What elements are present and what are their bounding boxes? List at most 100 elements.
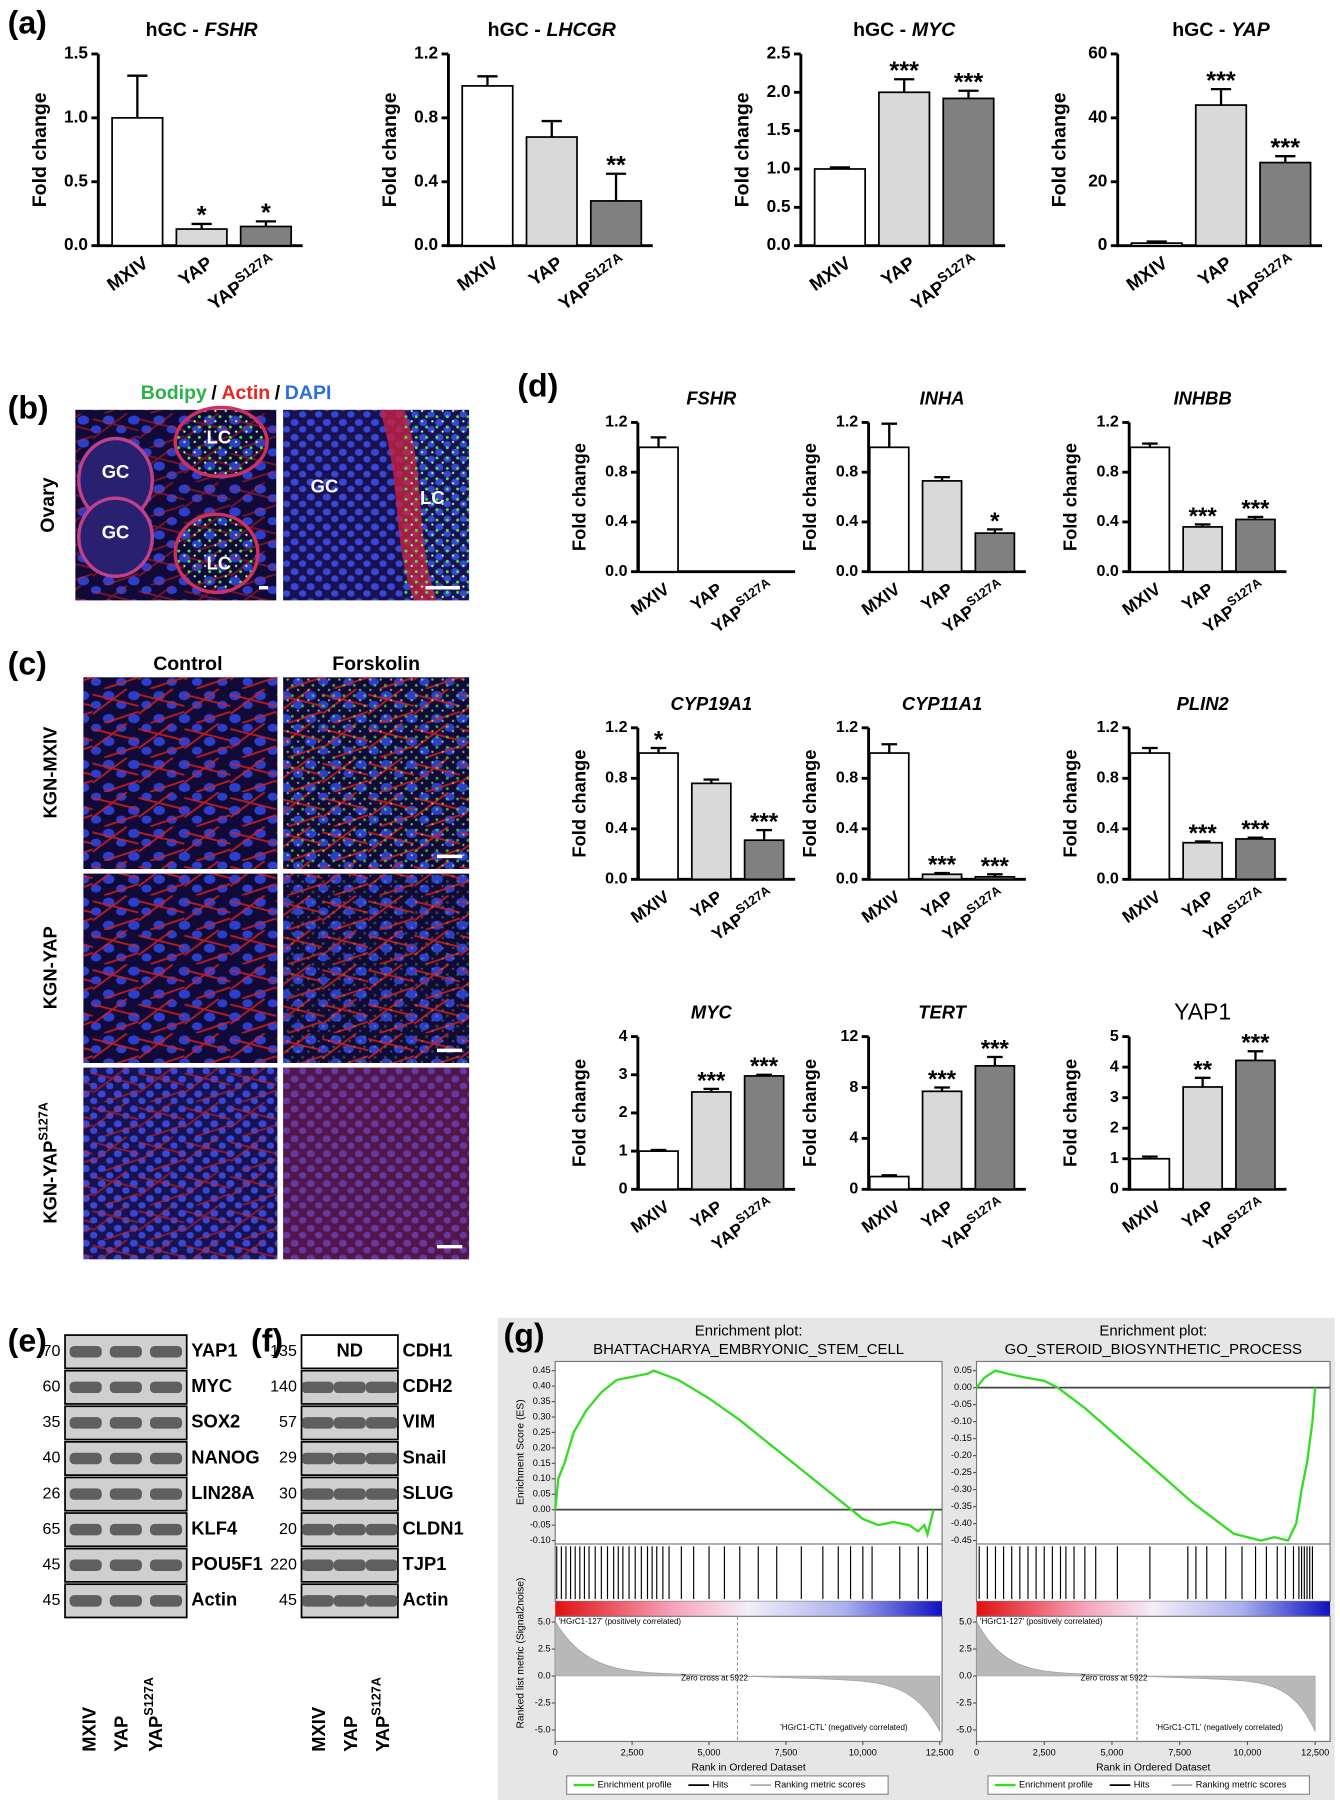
ranking-metric xyxy=(976,1620,1316,1732)
protein-name: SOX2 xyxy=(191,1411,240,1432)
significance: *** xyxy=(750,809,779,836)
y-tick-label: 1.2 xyxy=(605,413,627,431)
x-tick-label: MXIV xyxy=(1118,578,1164,619)
x-tick-label: YAP xyxy=(686,886,725,922)
y-tick-label: 8 xyxy=(849,1078,858,1096)
protein-name: VIM xyxy=(403,1411,436,1432)
y-tick-label: 0.4 xyxy=(414,170,438,190)
x-axis-label: Rank in Ordered Dataset xyxy=(1096,1763,1210,1774)
y-tick-label: 0.4 xyxy=(605,512,627,530)
category: MXIV xyxy=(1118,886,1164,927)
title-prefix: hGC - xyxy=(488,19,541,41)
y-tick-label: 0.8 xyxy=(414,106,438,126)
stain-name: Bodipy xyxy=(141,382,207,404)
y-tick-label: 0.45 xyxy=(533,1365,551,1375)
blot-band xyxy=(149,1523,183,1536)
y-tick-label: 60 xyxy=(1088,43,1107,63)
zero-cross: Zero cross at 5922 xyxy=(681,1673,748,1682)
positive-label: 'HGrC1-127' (positively correlated) xyxy=(980,1617,1103,1626)
bar xyxy=(690,1091,732,1191)
x-tick-label: YAPS127A xyxy=(552,249,630,314)
bar xyxy=(974,875,1016,881)
title-gene: MYC xyxy=(912,19,956,41)
y-tick-label: -0.25 xyxy=(951,1467,972,1477)
blot-band xyxy=(149,1488,183,1500)
gsea-heading: Enrichment plot: xyxy=(1099,1323,1207,1340)
x-tick-label: 2,500 xyxy=(1033,1747,1056,1757)
y-tick-label: 0.8 xyxy=(1097,769,1119,787)
blot-band xyxy=(109,1452,142,1465)
molecular-weight: 20 xyxy=(279,1520,297,1538)
protein-name: CDH1 xyxy=(403,1340,453,1361)
y-tick-label: 1.2 xyxy=(1097,413,1119,431)
y-tick-label: 2 xyxy=(1110,1118,1119,1136)
title-gene: PLIN2 xyxy=(1177,693,1230,714)
bar xyxy=(878,91,931,247)
y-tick-label: 0.05 xyxy=(954,1365,972,1375)
significance: *** xyxy=(928,1066,957,1093)
title-gene: YAP xyxy=(1231,19,1271,41)
category-superscript: S127A xyxy=(1225,1193,1265,1227)
title-gene: YAP1 xyxy=(1174,999,1231,1025)
bar xyxy=(743,839,785,881)
blot-band xyxy=(109,1559,142,1571)
y-tick-label: 0.0 xyxy=(605,562,627,580)
y-tick-label: 2 xyxy=(619,1103,628,1121)
x-tick-label: 2,500 xyxy=(621,1747,644,1757)
cell-line-label: KGN-YAP xyxy=(39,926,60,1009)
molecular-weight: 70 xyxy=(43,1342,61,1360)
metric-tick-label: -5.0 xyxy=(535,1724,551,1734)
bar xyxy=(1129,1157,1171,1191)
blot-band xyxy=(333,1559,366,1571)
panel-label: (a) xyxy=(8,5,47,41)
lane-label: YAP xyxy=(340,1716,361,1752)
y-tick-label: -0.05 xyxy=(530,1520,551,1530)
y-axis-label: Fold change xyxy=(568,443,589,551)
blot-band xyxy=(365,1595,398,1607)
metric-tick-label: 5.0 xyxy=(959,1616,972,1626)
y-tick-label: 1.0 xyxy=(64,106,88,126)
x-tick-label: 5,000 xyxy=(1100,1747,1123,1757)
y-tick-label: 0.0 xyxy=(64,234,88,254)
bar xyxy=(1235,1059,1276,1191)
y-tick-label: 0.35 xyxy=(533,1396,551,1406)
y-tick-label: 0.4 xyxy=(605,819,627,837)
y-tick-label: 0.10 xyxy=(533,1473,551,1483)
chart-title: hGC - YAP xyxy=(1172,19,1270,41)
negative-label: 'HGrC1-CTL' (negatively correlated) xyxy=(1156,1723,1284,1732)
bar xyxy=(921,480,963,573)
y-tick-label: 0.0 xyxy=(836,562,858,580)
blot-band xyxy=(301,1452,334,1465)
x-tick-label: MXIV xyxy=(1118,886,1164,927)
blot-band xyxy=(69,1452,102,1465)
cell-line-label: KGN-YAPS127A xyxy=(37,1102,60,1224)
gsea-title: GO_STEROID_BIOSYNTHETIC_PROCESS xyxy=(1005,1341,1302,1358)
y-tick-label: 0.05 xyxy=(533,1489,551,1499)
y-axis-label: Fold change xyxy=(799,443,820,551)
bar xyxy=(589,200,643,247)
blot-band xyxy=(365,1559,398,1571)
ranking-metric xyxy=(554,1620,941,1732)
molecular-weight: 29 xyxy=(279,1449,297,1467)
y-tick-label: 1.5 xyxy=(64,43,88,63)
y-tick-label: -0.45 xyxy=(951,1535,972,1545)
chart-title: PLIN2 xyxy=(1177,693,1230,714)
enrichment-profile xyxy=(975,1369,1317,1542)
lane: MXIV xyxy=(308,1706,329,1752)
x-tick-label: YAP xyxy=(524,252,566,290)
blot-band xyxy=(69,1559,102,1571)
y-tick-label: 4 xyxy=(849,1129,858,1147)
bar xyxy=(974,532,1016,573)
blot-band xyxy=(69,1345,102,1358)
stain-legend: Bodipy / Actin / DAPI xyxy=(141,382,332,404)
protein-name: Snail xyxy=(403,1446,447,1467)
x-tick-label: 7,500 xyxy=(774,1747,797,1757)
x-axis-label: Rank in Ordered Dataset xyxy=(692,1763,806,1774)
y-tick-label: 0.5 xyxy=(64,170,88,190)
molecular-weight: 26 xyxy=(43,1484,61,1502)
panel-label: (b) xyxy=(8,389,49,425)
molecular-weight: 45 xyxy=(279,1591,297,1609)
x-tick-label: YAP xyxy=(877,252,919,290)
protein-name: Actin xyxy=(403,1589,449,1610)
y-tick-label: 1.2 xyxy=(605,718,627,736)
